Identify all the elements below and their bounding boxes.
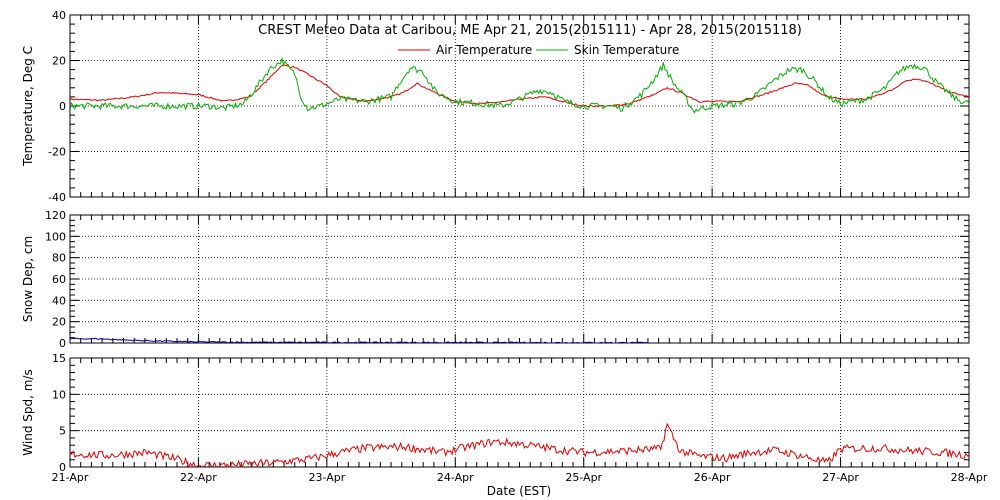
series-skin-temperature [69,56,970,114]
x-tick-label: 26-Apr [694,471,731,484]
y-tick-label: 0 [59,461,66,474]
x-tick-label: 21-Apr [52,471,89,484]
legend-label: Air Temperature [436,43,532,57]
x-tick-label: 27-Apr [822,471,859,484]
series-air-temperature [69,64,970,108]
x-tick-label: 28-Apr [951,471,988,484]
y-tick-label: 0 [59,337,66,350]
y-tick-label: 10 [52,388,66,401]
y-tick-label: 40 [52,294,66,307]
x-tick-label: 22-Apr [180,471,217,484]
y-tick-label: 80 [52,252,66,265]
y-axis-label: Temperature, Deg C [21,46,35,167]
y-tick-label: 40 [52,9,66,22]
y-tick-label: -20 [48,146,66,159]
x-tick-label: 25-Apr [565,471,602,484]
y-tick-label: 20 [52,316,66,329]
plot-frame [69,357,970,468]
chart-title: CREST Meteo Data at Caribou, ME Apr 21, … [258,23,802,38]
y-tick-label: 100 [45,230,66,243]
y-axis-label: Wind Spd, m/s [21,369,35,455]
y-tick-label: 20 [52,55,66,68]
y-tick-label: -40 [48,191,66,204]
x-tick-label: 23-Apr [308,471,345,484]
panel-snow-depth: 0 20 40 60 80 100 120 Snow Dep, cm [21,209,970,350]
y-tick-label: 15 [52,352,66,365]
y-tick-label: 60 [52,273,66,286]
legend-label: Skin Temperature [574,43,679,57]
x-axis-label: Date (EST) [487,484,551,498]
y-tick-label: 0 [59,100,66,113]
panel-temperature: -40 -20 0 20 40 Temperature, Deg C Air Tempera… [21,9,970,204]
series-snow-depth [69,337,648,344]
panel-wind-speed: 0 5 10 15 Wind Spd, m/s 21-Apr 22-Apr 23-Apr 24-… [21,352,988,484]
y-tick-label: 5 [59,425,66,438]
plot-frame [69,214,970,344]
chart-panels: -40 -20 0 20 40 Temperature, Deg C Air Tempera… [21,9,988,484]
y-tick-label: 120 [45,209,66,222]
x-tick-label: 24-Apr [437,471,474,484]
series-wind-speed [69,422,970,468]
y-axis-label: Snow Dep, cm [21,236,35,322]
